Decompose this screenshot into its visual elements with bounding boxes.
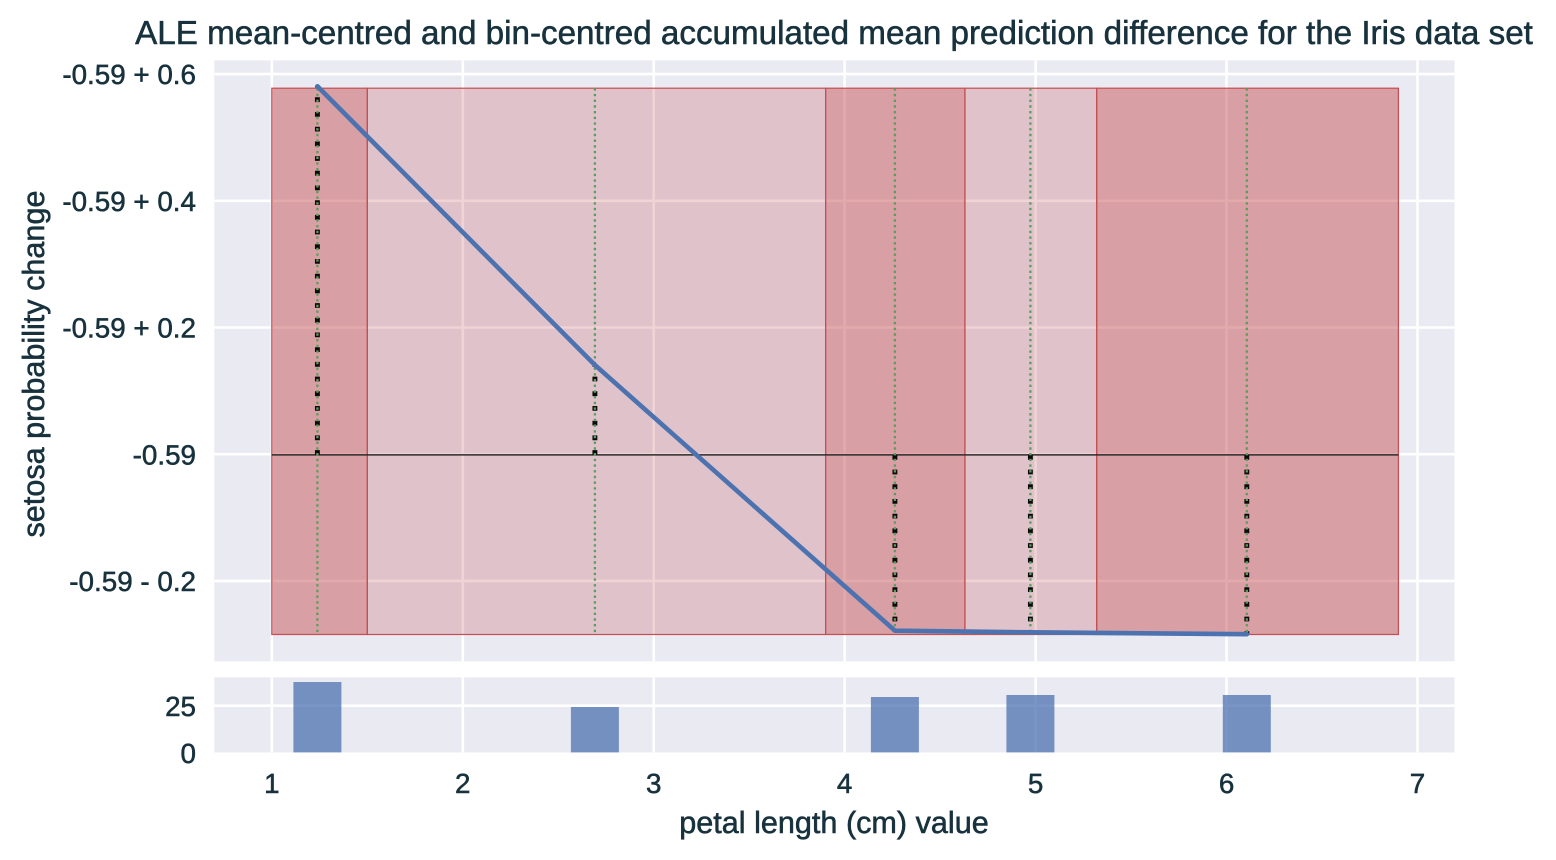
- svg-text:-0.59 - 0.2: -0.59 - 0.2: [69, 566, 196, 597]
- svg-text:1: 1: [264, 768, 279, 799]
- svg-text:-0.59: -0.59: [133, 439, 196, 470]
- svg-text:5: 5: [1028, 768, 1043, 799]
- svg-text:6: 6: [1219, 768, 1234, 799]
- svg-text:-0.59 + 0.6: -0.59 + 0.6: [62, 59, 196, 90]
- svg-text:-0.59 + 0.4: -0.59 + 0.4: [62, 186, 196, 217]
- svg-text:ALE mean-centred and bin-centr: ALE mean-centred and bin-centred accumul…: [135, 15, 1533, 52]
- svg-text:7: 7: [1410, 768, 1425, 799]
- svg-text:0: 0: [181, 738, 196, 769]
- svg-text:3: 3: [646, 768, 661, 799]
- svg-text:2: 2: [455, 768, 470, 799]
- svg-text:petal length (cm) value: petal length (cm) value: [679, 806, 989, 840]
- svg-text:-0.59 + 0.2: -0.59 + 0.2: [62, 313, 196, 344]
- svg-text:4: 4: [837, 768, 852, 799]
- svg-text:25: 25: [165, 691, 196, 722]
- svg-text:setosa probability change: setosa probability change: [17, 191, 51, 538]
